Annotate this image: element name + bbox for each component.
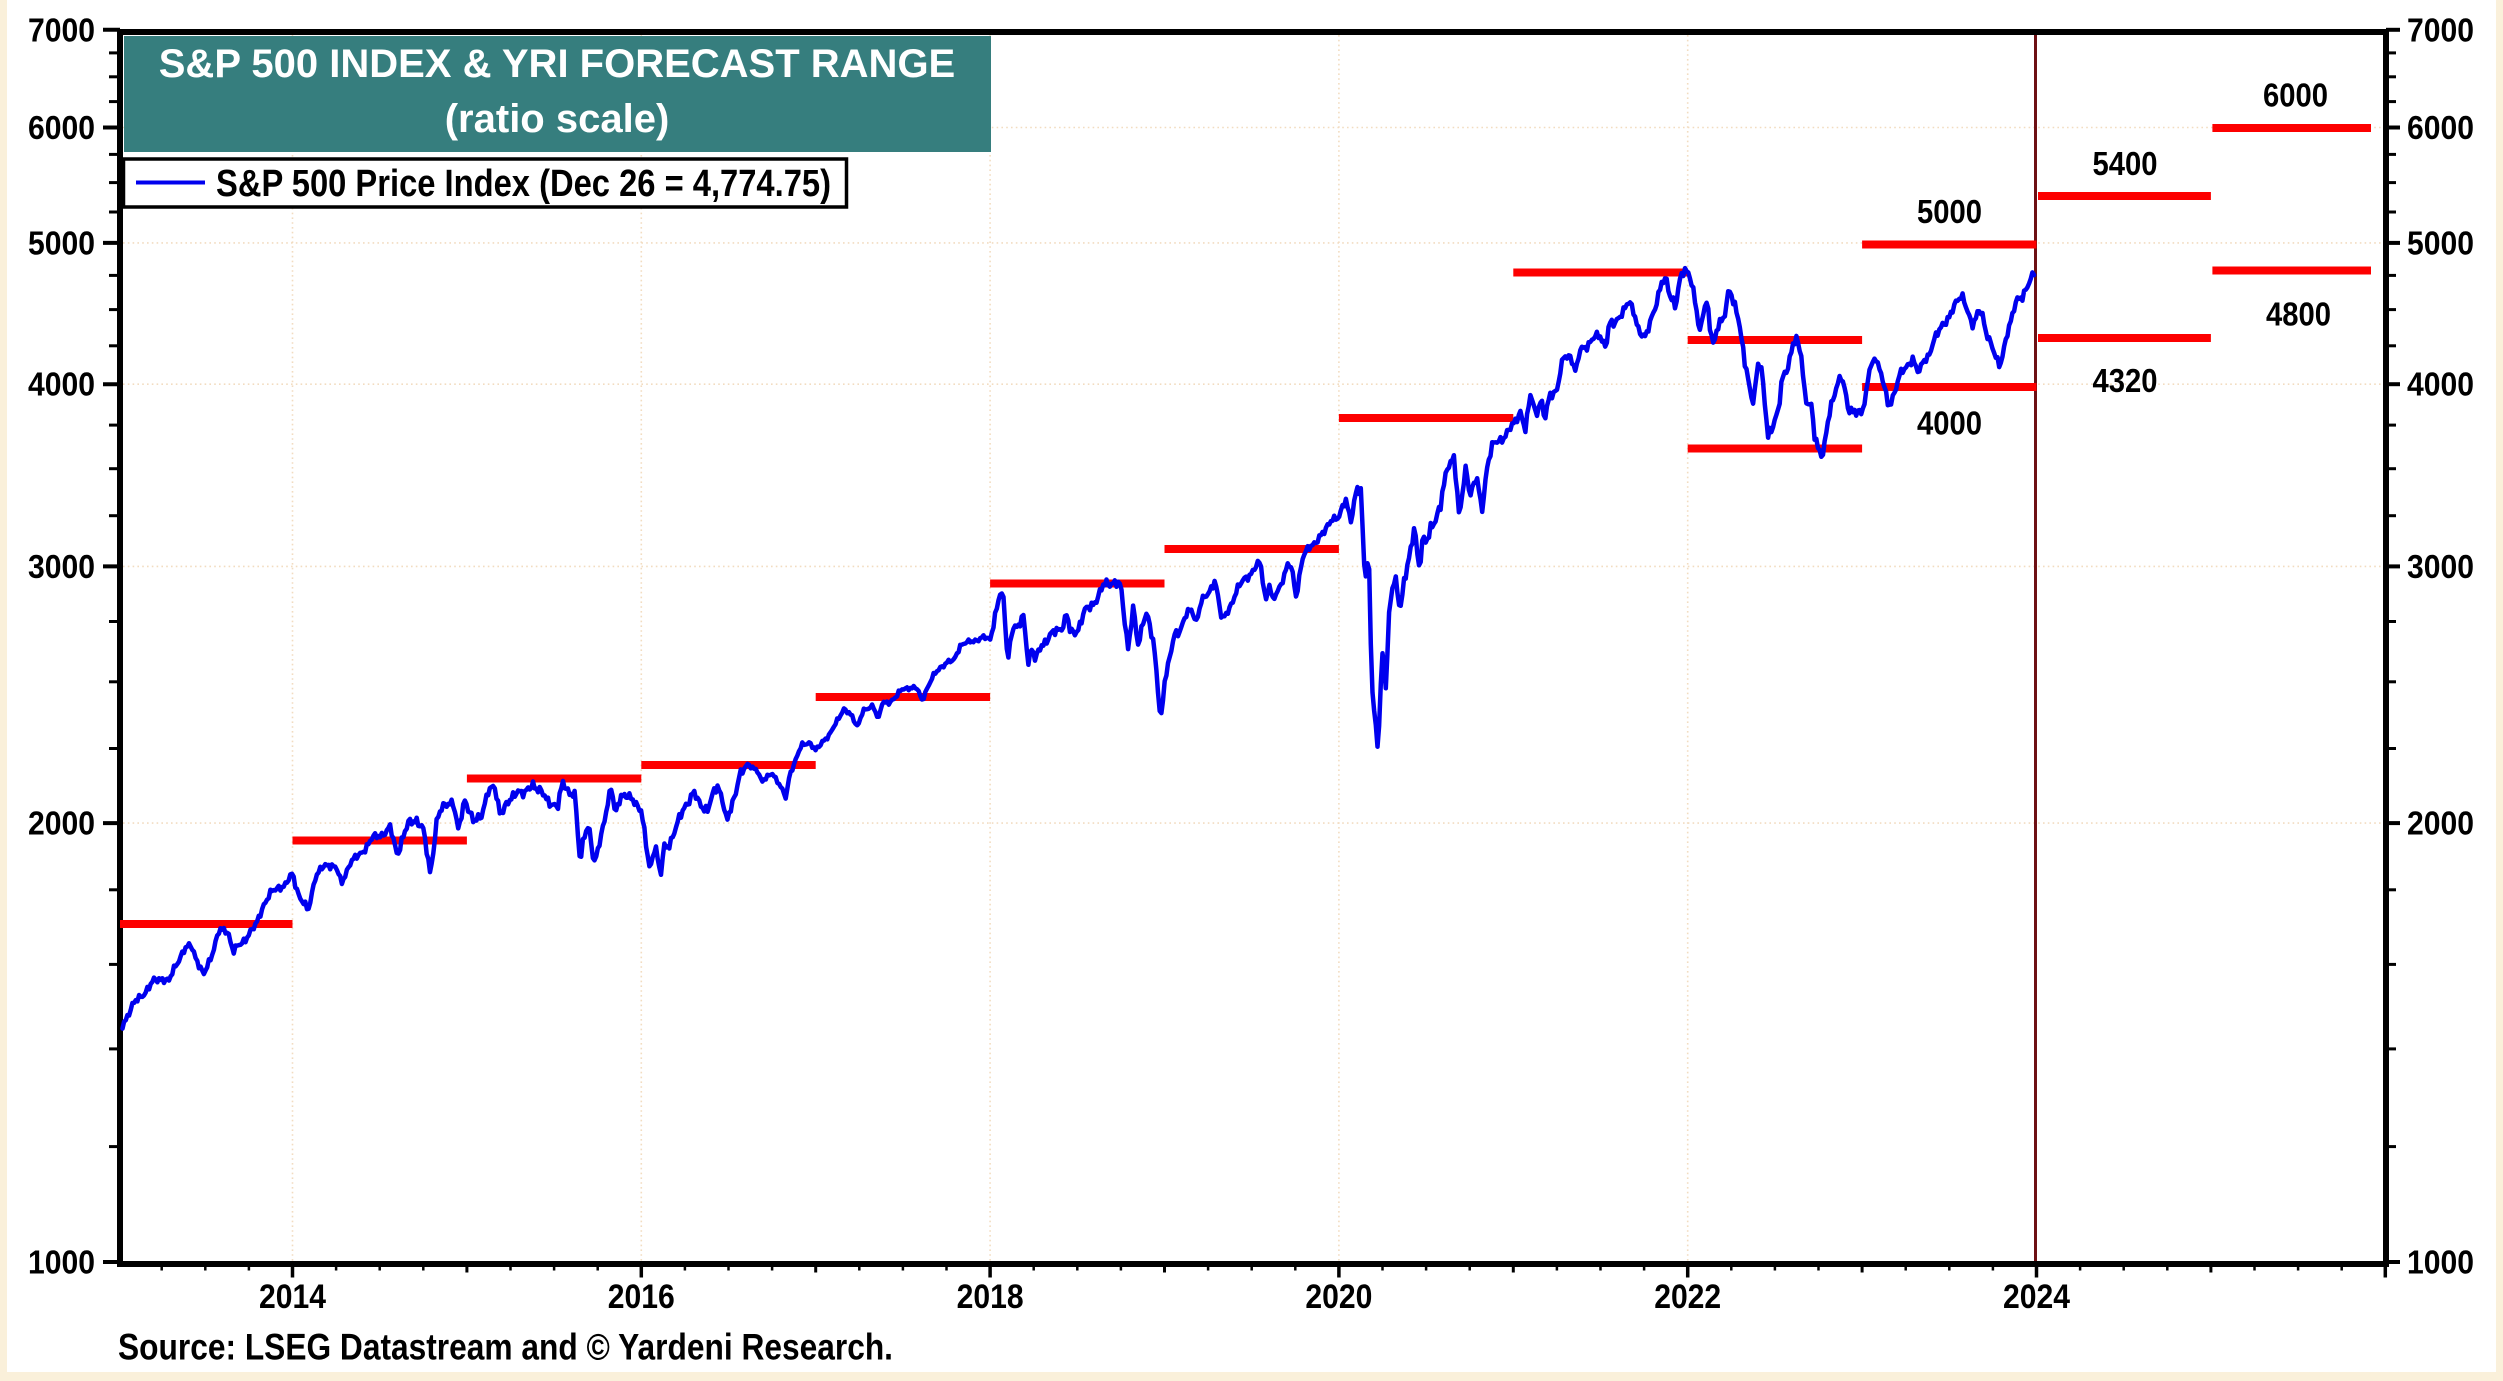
svg-text:Source: LSEG Datastream and ©: Source: LSEG Datastream and © Yardeni Re… bbox=[118, 1327, 893, 1368]
svg-text:2000: 2000 bbox=[2407, 805, 2474, 842]
svg-text:6000: 6000 bbox=[2263, 77, 2328, 114]
svg-text:1000: 1000 bbox=[2407, 1244, 2474, 1281]
svg-text:S&P 500 Price Index (Dec 26 =: S&P 500 Price Index (Dec 26 = 4,774.75) bbox=[216, 163, 831, 205]
svg-text:7000: 7000 bbox=[2407, 11, 2474, 48]
svg-text:6000: 6000 bbox=[2407, 109, 2474, 146]
svg-text:2024: 2024 bbox=[2003, 1278, 2070, 1316]
svg-text:2000: 2000 bbox=[28, 805, 95, 842]
svg-text:2016: 2016 bbox=[608, 1278, 675, 1316]
svg-text:2020: 2020 bbox=[1305, 1278, 1372, 1316]
svg-text:2018: 2018 bbox=[957, 1278, 1024, 1316]
svg-text:4800: 4800 bbox=[2266, 296, 2331, 333]
svg-text:2014: 2014 bbox=[259, 1278, 326, 1316]
svg-text:(ratio scale): (ratio scale) bbox=[445, 97, 670, 141]
svg-text:5000: 5000 bbox=[1917, 193, 1982, 230]
svg-text:5400: 5400 bbox=[2093, 145, 2158, 182]
svg-text:3000: 3000 bbox=[2407, 548, 2474, 585]
svg-text:4320: 4320 bbox=[2093, 362, 2158, 399]
svg-text:4000: 4000 bbox=[28, 366, 95, 403]
svg-text:5000: 5000 bbox=[28, 224, 95, 261]
svg-text:4000: 4000 bbox=[1917, 405, 1982, 442]
svg-text:1000: 1000 bbox=[28, 1244, 95, 1281]
svg-text:S&P 500 INDEX & YRI FORECAST R: S&P 500 INDEX & YRI FORECAST RANGE bbox=[159, 42, 955, 86]
svg-text:2022: 2022 bbox=[1654, 1278, 1721, 1316]
svg-text:6000: 6000 bbox=[28, 109, 95, 146]
svg-text:7000: 7000 bbox=[28, 11, 95, 48]
svg-text:3000: 3000 bbox=[28, 548, 95, 585]
svg-text:5000: 5000 bbox=[2407, 224, 2474, 261]
svg-text:4000: 4000 bbox=[2407, 366, 2474, 403]
